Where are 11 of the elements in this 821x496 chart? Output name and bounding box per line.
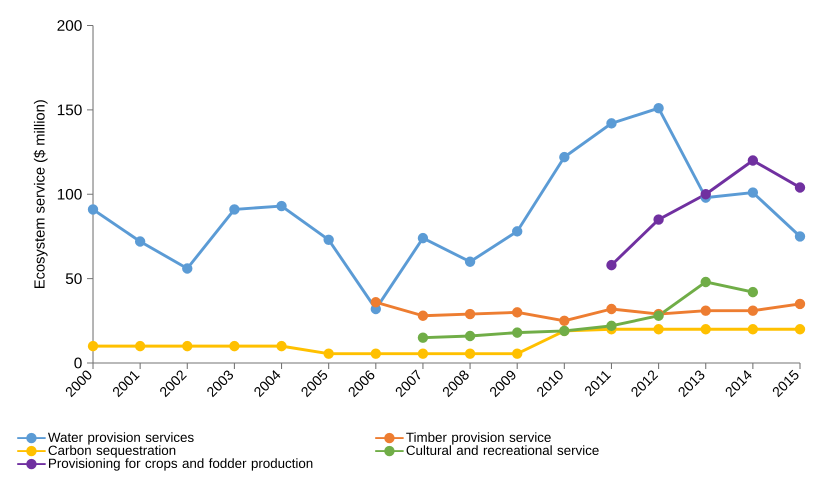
y-tick-label: 0 <box>74 358 82 368</box>
y-tick-label: 150 <box>58 104 82 116</box>
legend-label: Water provision services <box>48 432 194 445</box>
y-tick-label: 100 <box>58 188 82 200</box>
y-tick-label: 50 <box>66 273 82 284</box>
legend-label: Carbon sequestration <box>48 445 176 458</box>
legend-label: Timber provision service <box>406 432 551 445</box>
y-tick-label: 200 <box>57 20 82 31</box>
legend-label: Cultural and recreational service <box>406 445 599 456</box>
y-axis-title: Ecosystem service ($ million) <box>34 100 48 288</box>
legend-label: Provisioning for crops and fodder production <box>49 458 312 471</box>
